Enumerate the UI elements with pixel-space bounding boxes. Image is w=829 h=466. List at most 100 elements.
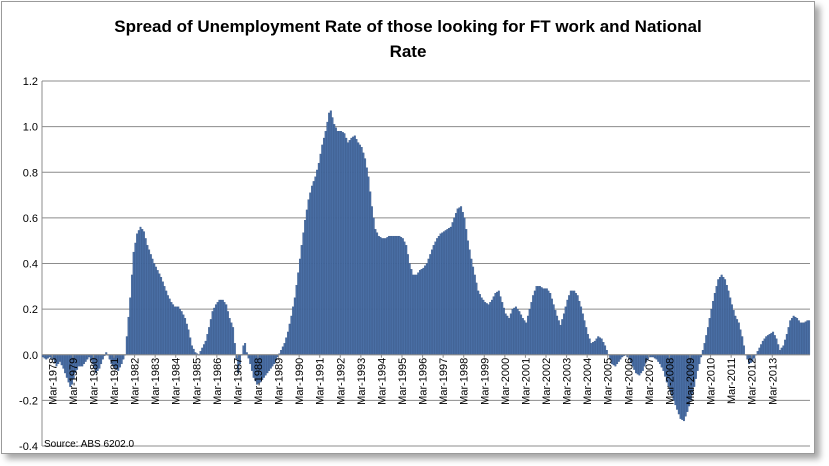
- bar: [574, 293, 577, 355]
- x-tick-label: Mar-1980: [88, 358, 100, 405]
- bar: [396, 235, 399, 355]
- bar: [326, 121, 329, 355]
- bar: [739, 329, 742, 355]
- bar: [598, 337, 601, 355]
- bar: [528, 308, 531, 355]
- bar: [523, 320, 526, 355]
- bar: [475, 282, 478, 355]
- bar: [302, 232, 305, 355]
- bar: [617, 354, 620, 362]
- bar: [506, 315, 509, 355]
- bar: [129, 297, 132, 355]
- bar: [677, 354, 680, 415]
- bar: [605, 350, 608, 355]
- bar: [154, 266, 157, 355]
- bar: [233, 343, 236, 355]
- x-tick-label: Mar-2006: [623, 358, 635, 405]
- bar: [552, 304, 555, 355]
- bar: [545, 288, 548, 355]
- bar: [533, 290, 536, 355]
- bar: [696, 354, 699, 371]
- bar: [424, 265, 427, 355]
- bar: [535, 286, 538, 355]
- bar: [796, 318, 799, 355]
- x-tick-label: Mar-1990: [294, 358, 306, 405]
- bar: [374, 229, 377, 355]
- bar: [525, 322, 528, 355]
- bar: [564, 306, 567, 355]
- bar: [346, 142, 349, 355]
- bar: [168, 298, 171, 355]
- bar: [734, 315, 737, 355]
- bar: [190, 345, 193, 355]
- bar: [501, 302, 504, 355]
- bar: [727, 290, 730, 355]
- bar: [456, 208, 459, 355]
- x-tick-label: Mar-1983: [150, 358, 162, 405]
- bar: [778, 350, 781, 355]
- bar: [122, 354, 125, 360]
- bar: [408, 263, 411, 355]
- bar: [175, 306, 178, 355]
- bar: [544, 288, 547, 355]
- bar: [64, 354, 67, 374]
- bar: [244, 343, 247, 355]
- bar: [360, 147, 363, 355]
- bar: [134, 242, 137, 355]
- bar: [496, 291, 499, 355]
- bar: [676, 354, 679, 410]
- bar: [710, 308, 713, 355]
- bar: [46, 354, 49, 359]
- bar: [218, 299, 221, 355]
- bar: [614, 354, 617, 367]
- bar: [381, 238, 384, 355]
- bar: [334, 127, 337, 355]
- bar: [784, 339, 787, 355]
- bar: [790, 318, 793, 355]
- bar: [401, 238, 404, 355]
- bar: [286, 331, 289, 355]
- bar: [725, 285, 728, 355]
- y-tick-label: 0.8: [23, 167, 38, 179]
- bar: [487, 304, 490, 355]
- bar: [199, 351, 202, 355]
- bar: [185, 323, 188, 355]
- bar: [166, 295, 169, 355]
- bar: [172, 304, 175, 355]
- bar: [365, 167, 368, 355]
- x-tick-label: Mar-1981: [109, 358, 121, 405]
- bar: [655, 354, 658, 360]
- bar: [82, 354, 85, 365]
- bar: [79, 354, 82, 367]
- bar: [718, 277, 721, 355]
- bar: [223, 302, 226, 355]
- bar: [333, 124, 336, 355]
- x-tick-label: Mar-2000: [500, 358, 512, 405]
- bar: [571, 290, 574, 355]
- bar: [454, 213, 457, 355]
- bar: [763, 338, 766, 355]
- bar: [376, 232, 379, 355]
- bar: [549, 293, 552, 355]
- bar: [773, 335, 776, 355]
- bar: [766, 335, 769, 355]
- bar: [232, 327, 235, 355]
- bar: [130, 274, 133, 355]
- bar: [427, 258, 430, 355]
- bar: [388, 235, 391, 355]
- bar: [698, 354, 701, 365]
- bar: [353, 135, 356, 355]
- bar: [149, 254, 152, 355]
- bar: [43, 354, 46, 359]
- bar: [189, 337, 192, 355]
- bar: [340, 131, 343, 355]
- x-tick-label: Mar-1991: [315, 358, 327, 405]
- bar: [785, 334, 788, 355]
- bar: [530, 302, 533, 355]
- bar: [161, 281, 164, 355]
- bar: [406, 254, 409, 355]
- bar: [765, 336, 768, 355]
- bar: [298, 258, 301, 355]
- bar: [345, 137, 348, 355]
- bar: [792, 315, 795, 355]
